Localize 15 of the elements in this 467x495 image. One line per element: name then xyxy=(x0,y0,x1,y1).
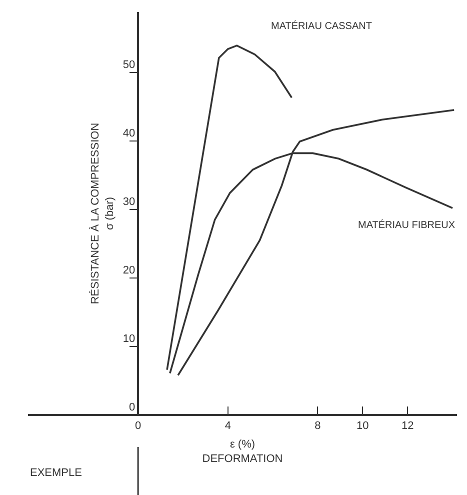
x-tick-label: 8 xyxy=(314,420,321,432)
y-tick-label: 40 xyxy=(122,128,136,140)
y-tick-label: 20 xyxy=(122,264,136,277)
text: EXEMPLE xyxy=(30,467,82,479)
x-tick-label: 10 xyxy=(356,420,369,432)
y-tick-label: 50 xyxy=(122,58,136,71)
y-tick-label: 0 xyxy=(128,402,136,414)
y-axis-title: RÉSISTANCE À LA COMPRESSION σ (bar) xyxy=(88,122,116,304)
y-tick-label: 30 xyxy=(122,196,136,208)
x-tick-label: 12 xyxy=(401,420,414,432)
x-axis-title: ε (%) DEFORMATION xyxy=(202,438,283,465)
x-tick-label: 4 xyxy=(224,420,231,432)
annotation: MATÉRIAU FIBREUX xyxy=(358,219,456,231)
y-tick-label: 10 xyxy=(122,333,136,346)
annotation: MATÉRIAU CASSANT xyxy=(271,20,372,32)
